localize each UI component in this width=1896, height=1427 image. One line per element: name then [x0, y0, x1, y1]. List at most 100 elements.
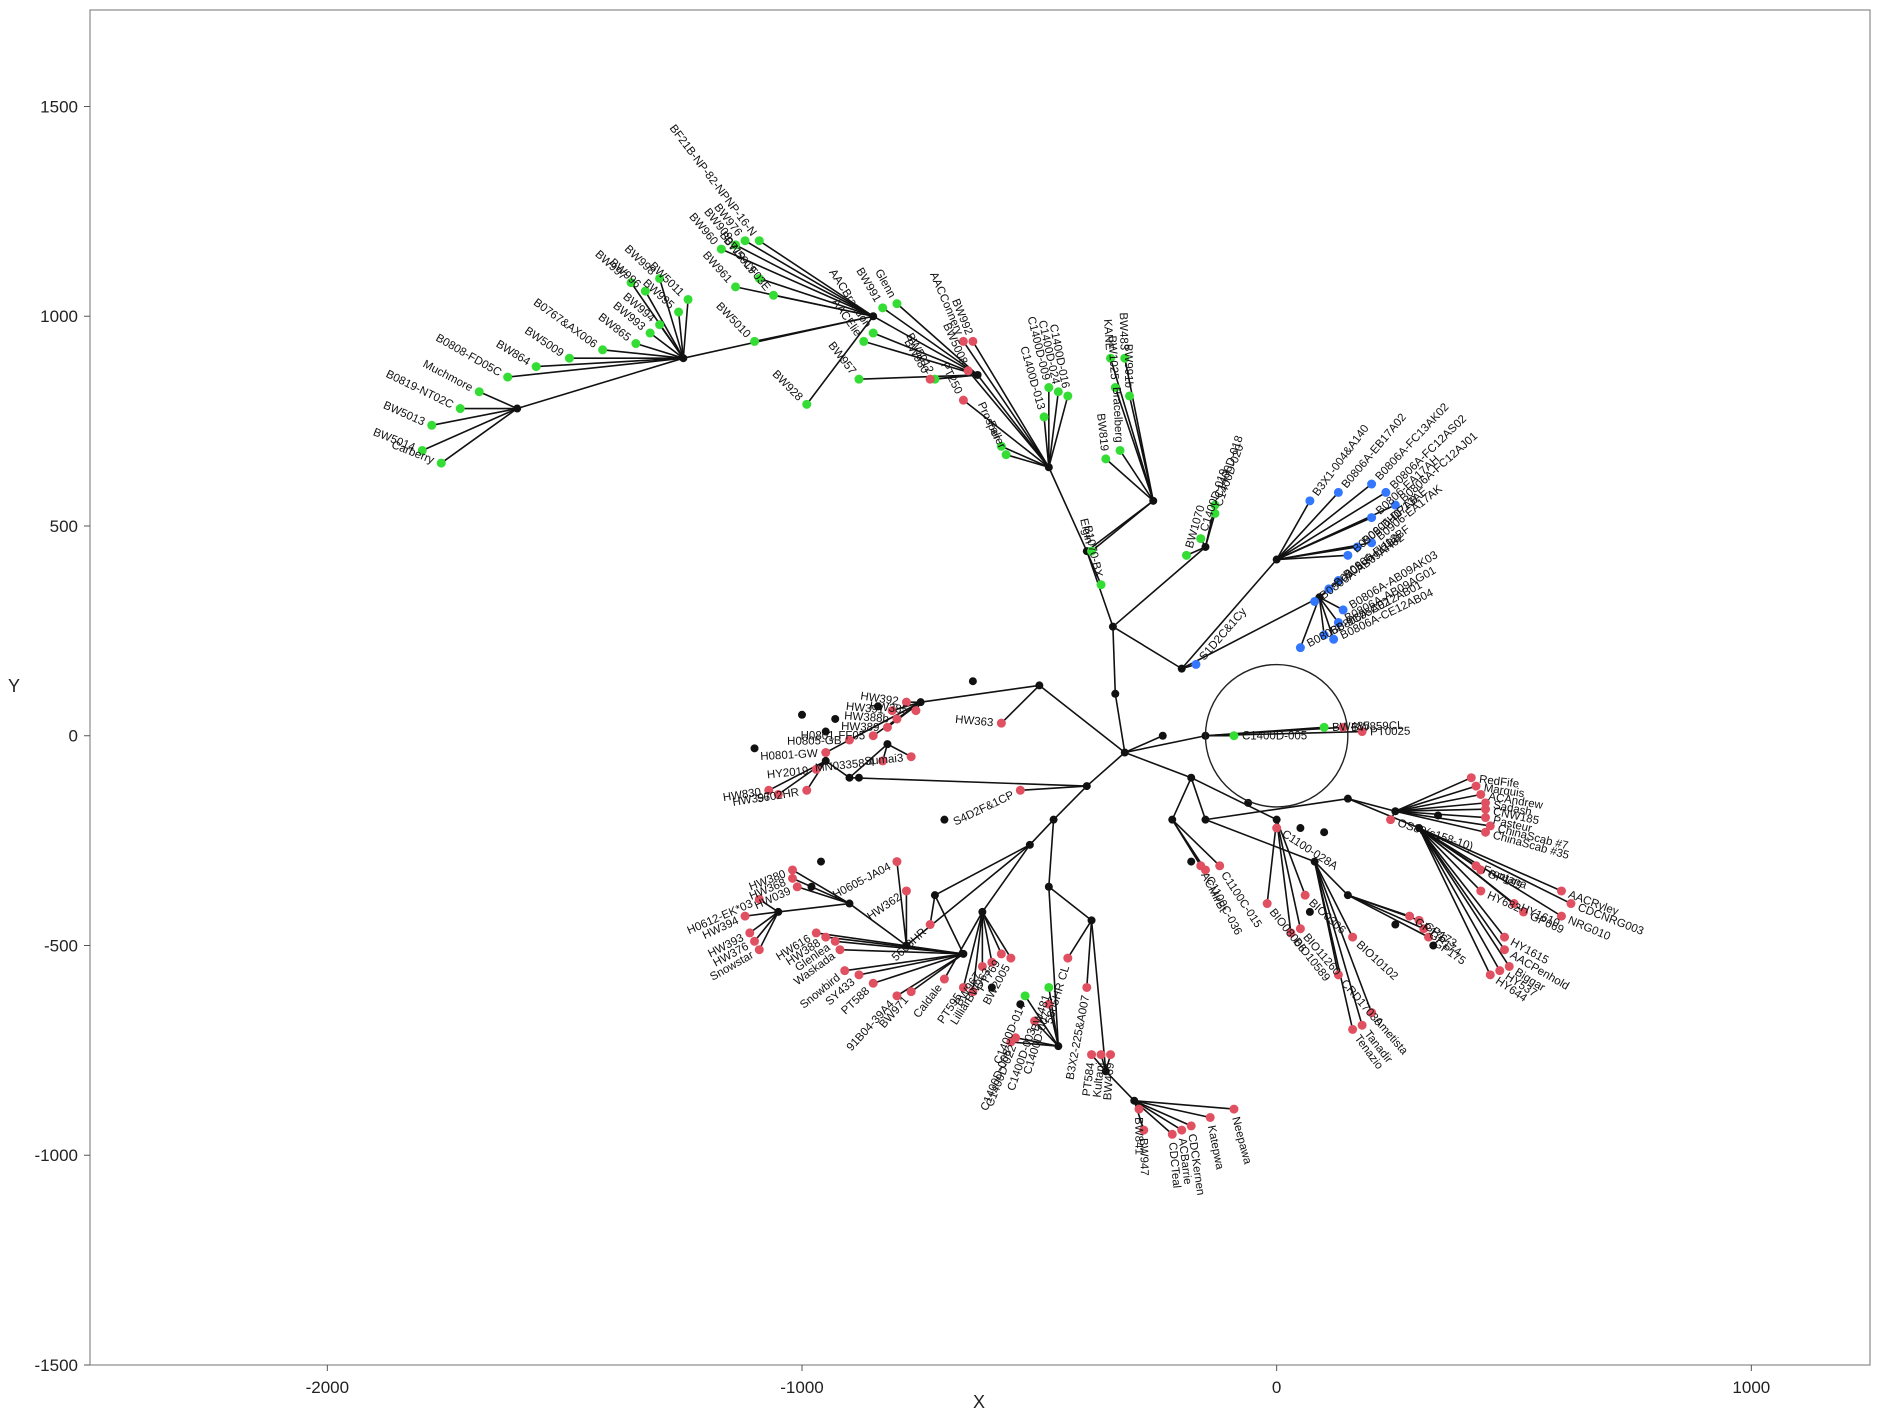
internal-node [1149, 496, 1158, 505]
leaf-node-red [1063, 953, 1073, 963]
leaf-node-green [1044, 982, 1054, 992]
tree-edge [1181, 559, 1278, 670]
leaf-node-red [792, 882, 802, 892]
leaf-label: BW1025 [1106, 335, 1120, 380]
leaf-node-green [892, 299, 902, 309]
leaf-node-red [830, 936, 840, 946]
leaf-node-green [1319, 722, 1329, 732]
tree-edge [1124, 735, 1164, 754]
leaf-node-red [996, 949, 1006, 959]
tree-edge [858, 953, 964, 976]
tree-edge [1114, 693, 1126, 753]
leaf-node-red [1300, 890, 1310, 900]
tree-edge [1119, 450, 1154, 502]
leaf-node-red [764, 785, 774, 795]
leaf-node-red [1419, 924, 1429, 934]
leaf-node-red [1229, 1104, 1239, 1114]
tree-edge [1418, 827, 1482, 892]
internal-node [1016, 1000, 1025, 1009]
leaf-node-green [1087, 546, 1097, 556]
leaf-node-red [1348, 1024, 1358, 1034]
tree-edge [1190, 777, 1207, 820]
internal-node [916, 698, 925, 707]
leaf-node-red [963, 366, 973, 376]
tree-edge [1086, 751, 1126, 787]
tree-edge [1112, 546, 1206, 628]
leaf-node-green [1044, 383, 1054, 393]
leaf-node-red [887, 706, 897, 716]
leaf-node-green [754, 273, 764, 283]
tree-edge [972, 911, 984, 992]
tree-edge [1001, 445, 1050, 468]
leaf-node-green [1101, 454, 1111, 464]
tree-edge [806, 315, 874, 405]
leaf-node-red [840, 966, 850, 976]
tree-edge [635, 342, 684, 359]
leaf-node-red [745, 928, 755, 938]
leaf-node-blue [1367, 479, 1377, 489]
leaf-label: PT584 [1081, 1061, 1097, 1097]
leaf-node-green [417, 445, 427, 455]
leaf-node-red [878, 756, 888, 766]
tree-edge [1205, 797, 1348, 821]
leaf-node-red [854, 970, 864, 980]
leaf-node-blue [1333, 487, 1343, 497]
internal-node [978, 907, 987, 916]
leaf-node-red [892, 991, 902, 1001]
tree-edge [1418, 827, 1572, 905]
leaf-node-red [901, 697, 911, 707]
tree-edge [759, 277, 874, 317]
leaf-label: C1400D-005 [1242, 731, 1307, 743]
internal-node [821, 727, 830, 736]
tree-edge [649, 332, 684, 359]
leaf-node-red [802, 785, 812, 795]
leaf-node-red [987, 957, 997, 967]
internal-node [1130, 1096, 1139, 1105]
leaf-node-red [958, 982, 968, 992]
tree-edge [934, 894, 965, 955]
leaf-node-red [1286, 928, 1296, 938]
leaf-label: BW947 [1137, 1138, 1150, 1176]
leaf-node-green [674, 307, 684, 317]
leaf-node-red [788, 865, 798, 875]
leaf-node-green [1096, 580, 1106, 590]
internal-node [1158, 731, 1167, 740]
tree-edge [1029, 819, 1055, 846]
internal-node [1187, 857, 1196, 866]
y-tick-label: 500 [50, 517, 78, 536]
tree-edge [749, 911, 779, 934]
tree-edge [1134, 1099, 1211, 1119]
internal-node [854, 773, 863, 782]
tree-edge [1181, 596, 1320, 670]
tree-edge [943, 911, 984, 980]
leaf-label: ACBarrie [1176, 1137, 1194, 1185]
leaf-node-red [1167, 1129, 1177, 1139]
leaf-label: HW363 [955, 714, 994, 730]
leaf-label: HW830 [722, 787, 762, 805]
tree-edge [1171, 819, 1202, 867]
tree-edge [1112, 626, 1117, 694]
leaf-node-red [1481, 804, 1491, 814]
tree-edge [863, 340, 978, 376]
tree-edge [1395, 793, 1481, 813]
tree-edge [1048, 819, 1055, 887]
tree-edge [1347, 894, 1429, 938]
tree-edge [1024, 995, 1059, 1047]
tree-edge [872, 315, 979, 376]
tree-edge [1133, 1099, 1192, 1127]
tree-edge [962, 340, 1050, 468]
internal-node [1035, 681, 1044, 690]
tree-edge [1048, 886, 1093, 921]
tree-edge [1086, 550, 1102, 586]
tree-edge [806, 760, 827, 791]
leaf-node-red [821, 932, 831, 942]
internal-node [1025, 840, 1034, 849]
leaf-node-red [1471, 781, 1481, 791]
tree-edge [825, 760, 850, 779]
leaf-node-red [835, 945, 845, 955]
leaf-node-blue [1367, 538, 1377, 548]
leaf-node-red [1139, 1125, 1149, 1135]
leaf-node-green [868, 328, 878, 338]
leaf-node-blue [1333, 576, 1343, 586]
leaf-node-red [1196, 861, 1206, 871]
